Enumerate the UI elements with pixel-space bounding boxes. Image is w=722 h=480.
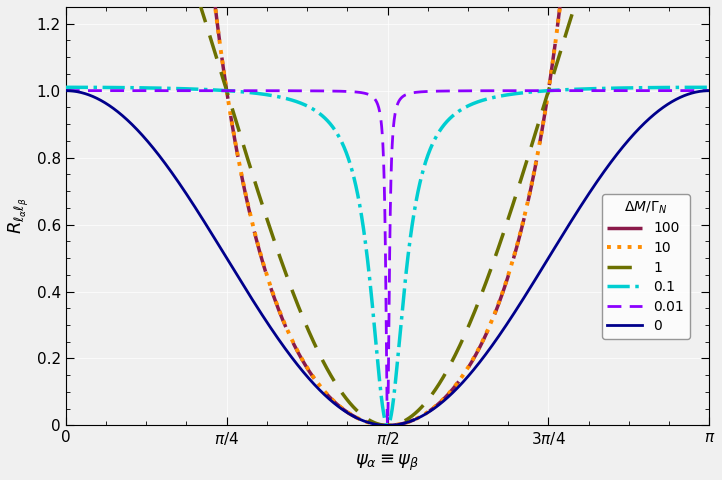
0 <box>375 422 383 428</box>
0.1 <box>383 422 392 428</box>
100 <box>357 417 366 423</box>
Line: 1: 1 <box>66 0 709 425</box>
0 <box>61 88 70 94</box>
0 <box>568 216 577 221</box>
0 <box>383 422 392 428</box>
Line: 0.1: 0.1 <box>66 87 709 425</box>
0.1 <box>95 84 103 90</box>
0.1 <box>705 84 713 90</box>
100 <box>383 422 392 428</box>
1 <box>383 422 392 428</box>
10 <box>357 417 366 423</box>
0.1 <box>357 214 366 219</box>
X-axis label: $\psi_\alpha \equiv \psi_\beta$: $\psi_\alpha \equiv \psi_\beta$ <box>355 453 419 473</box>
0 <box>687 91 695 96</box>
0.1 <box>61 84 70 90</box>
0.01 <box>568 88 577 94</box>
0.01 <box>687 88 695 94</box>
0 <box>357 417 366 423</box>
Line: 10: 10 <box>66 0 709 425</box>
0.1 <box>687 84 695 90</box>
0.01 <box>383 420 392 426</box>
1 <box>357 412 366 418</box>
10 <box>383 422 392 428</box>
0 <box>95 96 103 102</box>
1 <box>568 9 577 14</box>
0.01 <box>705 88 713 94</box>
0.01 <box>357 90 366 96</box>
0.1 <box>687 84 695 90</box>
0.1 <box>568 86 577 92</box>
0 <box>687 90 695 96</box>
0 <box>705 88 713 94</box>
Line: 0: 0 <box>66 91 709 425</box>
Y-axis label: $R_{\ell_\alpha \ell_\beta}$: $R_{\ell_\alpha \ell_\beta}$ <box>7 198 31 234</box>
0.01 <box>61 88 70 94</box>
1 <box>375 421 383 427</box>
0.01 <box>375 105 383 110</box>
100 <box>375 422 383 428</box>
0.01 <box>95 88 103 94</box>
Line: 100: 100 <box>66 0 709 425</box>
0.1 <box>375 369 383 375</box>
Line: 0.01: 0.01 <box>66 91 709 423</box>
Legend: 100, 10, 1, 0.1, 0.01, 0: 100, 10, 1, 0.1, 0.01, 0 <box>602 194 690 339</box>
0.01 <box>687 88 695 94</box>
10 <box>375 422 383 428</box>
